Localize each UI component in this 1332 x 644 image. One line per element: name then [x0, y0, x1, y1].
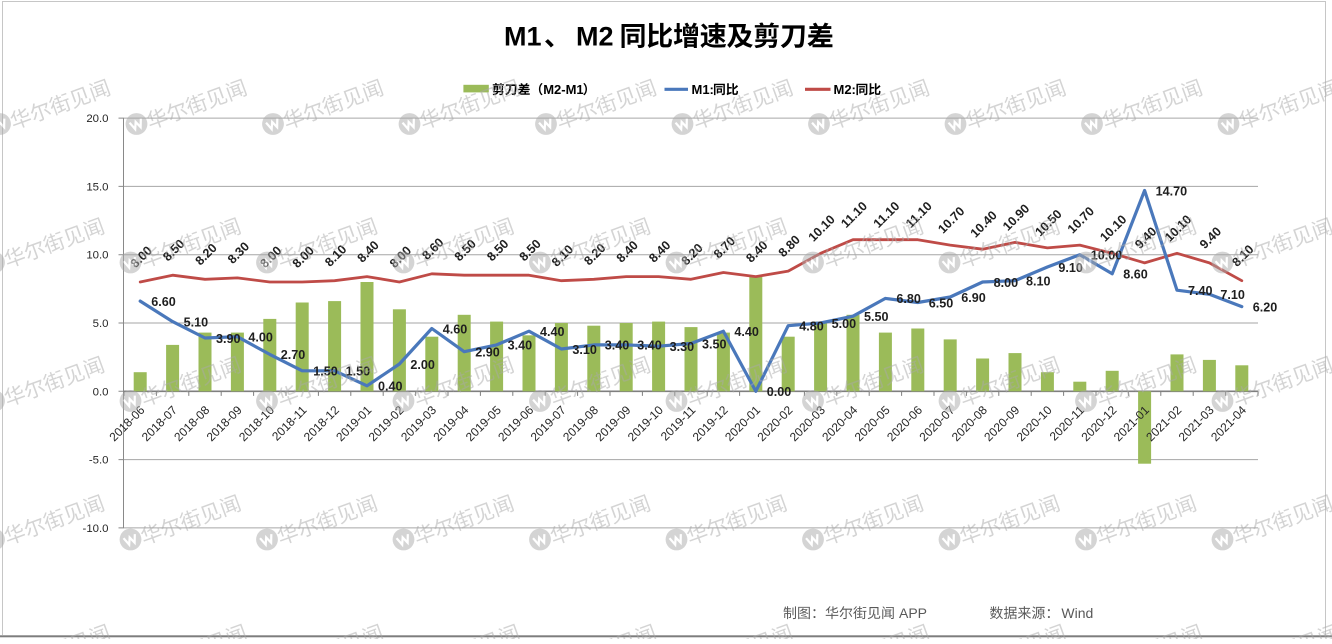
- svg-text:0.40: 0.40: [378, 380, 403, 394]
- svg-text:3.30: 3.30: [670, 340, 695, 354]
- svg-text:0.00: 0.00: [767, 385, 792, 399]
- svg-text:10.70: 10.70: [1065, 204, 1097, 236]
- svg-text:8.20: 8.20: [193, 241, 220, 268]
- svg-text:M2: M2: [576, 22, 614, 52]
- svg-text:-10.0: -10.0: [83, 523, 109, 535]
- svg-text:2019-10: 2019-10: [625, 403, 666, 444]
- svg-text:M2:: M2:: [834, 82, 856, 97]
- svg-text:8.50: 8.50: [452, 237, 479, 264]
- svg-text:10.0: 10.0: [86, 250, 108, 262]
- svg-text:5.50: 5.50: [864, 310, 889, 324]
- svg-text:Wind: Wind: [1061, 605, 1093, 621]
- svg-text:6.90: 6.90: [961, 291, 986, 305]
- svg-text:6.80: 6.80: [896, 292, 921, 306]
- svg-text:8.00: 8.00: [994, 276, 1019, 290]
- svg-text:2.70: 2.70: [281, 348, 306, 362]
- svg-text:11.10: 11.10: [871, 199, 903, 231]
- svg-text:5.00: 5.00: [832, 317, 857, 331]
- svg-text:8.60: 8.60: [1123, 268, 1148, 282]
- svg-text:M1: M1: [504, 22, 542, 52]
- svg-text:4.40: 4.40: [540, 325, 565, 339]
- svg-text:7.10: 7.10: [1220, 288, 1245, 302]
- svg-text:10.10: 10.10: [806, 212, 838, 244]
- svg-text:-5.0: -5.0: [89, 455, 109, 467]
- svg-text:6.50: 6.50: [929, 296, 954, 310]
- svg-text:8.40: 8.40: [743, 238, 770, 265]
- svg-text:14.70: 14.70: [1156, 184, 1188, 198]
- svg-text:15.0: 15.0: [86, 181, 108, 193]
- svg-text:3.90: 3.90: [216, 332, 241, 346]
- svg-text:APP: APP: [899, 605, 927, 621]
- svg-text:8.00: 8.00: [290, 244, 317, 271]
- svg-text:3.50: 3.50: [702, 337, 727, 351]
- svg-text:4.80: 4.80: [799, 320, 824, 334]
- svg-text:8.40: 8.40: [355, 238, 382, 265]
- svg-text:9.40: 9.40: [1197, 224, 1224, 251]
- svg-text:7.40: 7.40: [1188, 284, 1213, 298]
- svg-text:8.50: 8.50: [484, 237, 511, 264]
- svg-text:8.80: 8.80: [776, 233, 803, 260]
- svg-text:5.0: 5.0: [93, 318, 109, 330]
- svg-text:8.50: 8.50: [160, 237, 187, 264]
- svg-text:11.10: 11.10: [838, 199, 870, 231]
- svg-text:3.40: 3.40: [605, 339, 630, 353]
- svg-text:0.0: 0.0: [93, 386, 109, 398]
- svg-text:2.00: 2.00: [410, 358, 435, 372]
- svg-text:M1:: M1:: [692, 82, 714, 97]
- svg-text:10.90: 10.90: [1000, 201, 1032, 233]
- svg-text:8.30: 8.30: [225, 239, 252, 266]
- svg-text:4.00: 4.00: [248, 331, 273, 345]
- svg-text:5.10: 5.10: [184, 315, 209, 329]
- svg-text:3.40: 3.40: [637, 339, 662, 353]
- svg-text:20.0: 20.0: [86, 113, 108, 125]
- svg-text:8.10: 8.10: [1026, 275, 1051, 289]
- svg-text:3.40: 3.40: [508, 339, 533, 353]
- svg-text:2020-10: 2020-10: [1014, 403, 1055, 444]
- svg-text:4.40: 4.40: [734, 325, 759, 339]
- svg-text:2.90: 2.90: [475, 346, 500, 360]
- svg-text:4.60: 4.60: [443, 322, 468, 336]
- svg-text:3.10: 3.10: [572, 343, 597, 357]
- svg-text:10.70: 10.70: [935, 204, 967, 236]
- svg-text:6.60: 6.60: [151, 295, 176, 309]
- svg-text:6.20: 6.20: [1253, 300, 1278, 314]
- svg-text:10.40: 10.40: [968, 208, 1000, 240]
- svg-text:M2-M1: M2-M1: [543, 82, 583, 97]
